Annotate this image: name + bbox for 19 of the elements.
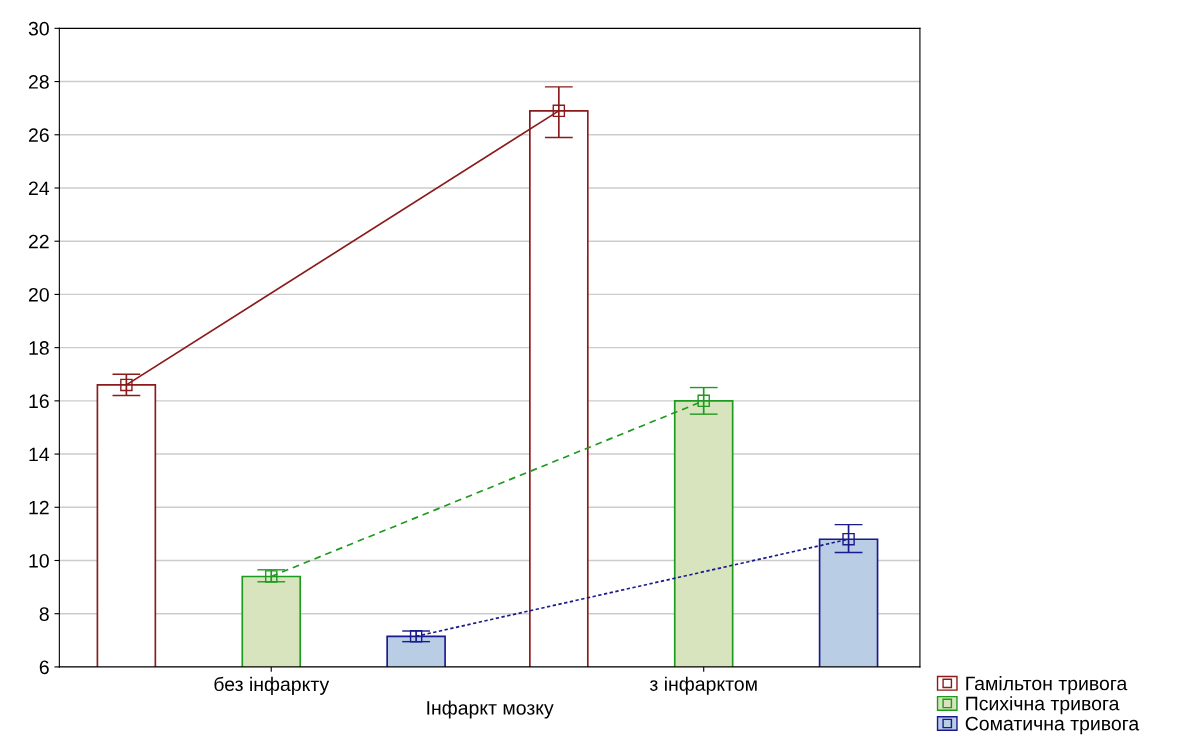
y-tick-label: 12 — [29, 500, 49, 515]
y-tick-label: 24 — [28, 181, 50, 196]
x-axis-title: Інфаркт мозку — [427, 700, 554, 719]
y-tick-label: 16 — [29, 394, 49, 409]
y-tick-label: 28 — [28, 75, 49, 89]
y-tick-label: 30 — [28, 21, 49, 36]
legend-label: Соматична тривога — [965, 716, 1140, 735]
x-tick-label: без інфаркту — [214, 676, 330, 695]
legend-label: Психічна тривога — [966, 696, 1120, 715]
legend-label: Гамільтон тривога — [966, 676, 1128, 695]
y-tick-label: 14 — [29, 447, 50, 462]
y-tick-label: 8 — [39, 607, 49, 621]
x-tick-label: з інфарктом — [649, 676, 757, 695]
y-tick-label: 26 — [28, 128, 49, 143]
y-tick-label: 18 — [29, 341, 49, 355]
y-tick-label: 22 — [28, 234, 49, 249]
y-tick-label: 20 — [28, 287, 49, 302]
y-tick-label: 6 — [39, 660, 49, 675]
y-tick-label: 10 — [29, 553, 49, 568]
